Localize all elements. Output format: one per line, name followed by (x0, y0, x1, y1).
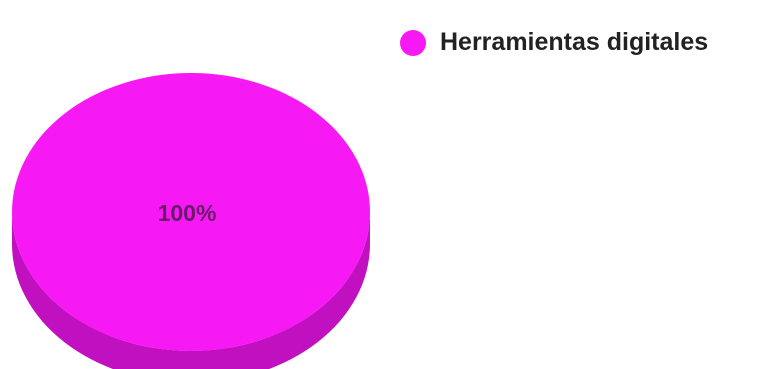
legend-swatch (400, 29, 426, 56)
pie-data-label: 100% (158, 200, 217, 226)
pie-slice (12, 73, 370, 351)
legend-label: Herramientas digitales (440, 28, 709, 56)
legend: Herramientas digitales (400, 28, 708, 57)
